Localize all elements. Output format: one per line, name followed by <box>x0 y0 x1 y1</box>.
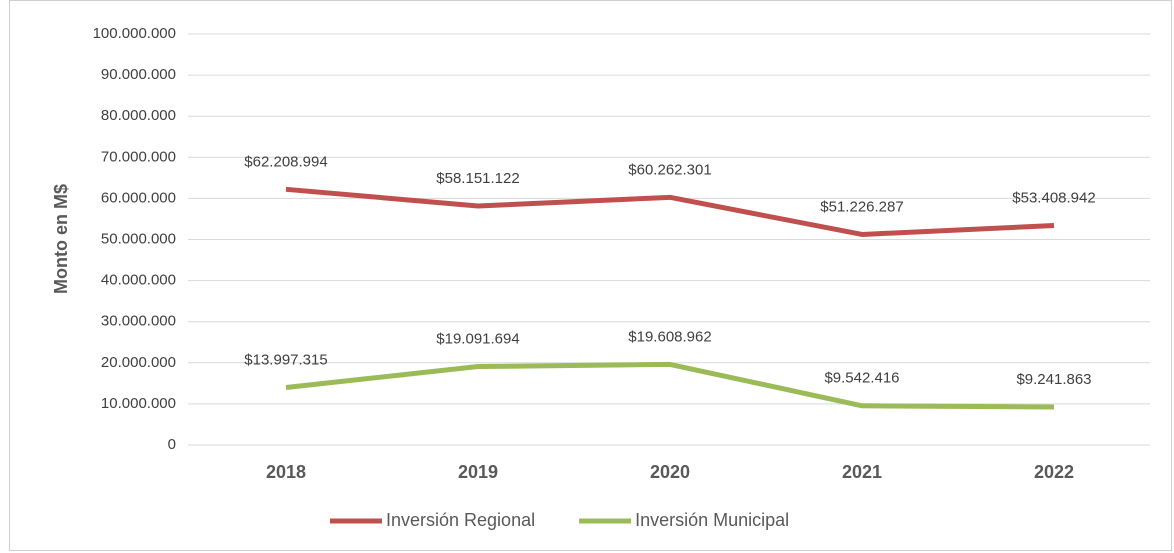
x-tick-label: 2022 <box>1034 462 1074 482</box>
legend-label: Inversión Municipal <box>635 510 789 530</box>
chart-border <box>9 0 1172 551</box>
y-axis-label: Monto en M$ <box>51 184 71 294</box>
data-label: $58.151.122 <box>436 170 519 187</box>
data-label: $19.091.694 <box>436 331 519 348</box>
y-tick-label: 20.000.000 <box>101 354 176 371</box>
x-tick-label: 2018 <box>266 462 306 482</box>
legend-label: Inversión Regional <box>386 510 535 530</box>
y-tick-label: 40.000.000 <box>101 272 176 289</box>
data-label: $53.408.942 <box>1012 189 1095 206</box>
series-line <box>285 361 1055 410</box>
y-tick-label: 0 <box>168 436 176 453</box>
data-label: $62.208.994 <box>244 153 327 170</box>
y-tick-label: 10.000.000 <box>101 395 176 412</box>
y-tick-label: 60.000.000 <box>101 189 176 206</box>
x-tick-label: 2019 <box>458 462 498 482</box>
data-label: $51.226.287 <box>820 198 903 215</box>
data-label: $19.608.962 <box>628 328 711 345</box>
y-tick-label: 80.000.000 <box>101 107 176 124</box>
y-tick-label: 30.000.000 <box>101 313 176 330</box>
y-tick-label: 100.000.000 <box>93 25 176 42</box>
y-tick-label: 70.000.000 <box>101 148 176 165</box>
series-line <box>285 186 1055 237</box>
y-tick-label: 50.000.000 <box>101 230 176 247</box>
x-tick-label: 2021 <box>842 462 882 482</box>
data-label: $9.542.416 <box>824 370 899 387</box>
data-label: $13.997.315 <box>244 351 327 368</box>
x-tick-label: 2020 <box>650 462 690 482</box>
y-tick-label: 90.000.000 <box>101 66 176 83</box>
data-label: $9.241.863 <box>1016 371 1091 388</box>
data-label: $60.262.301 <box>628 161 711 178</box>
